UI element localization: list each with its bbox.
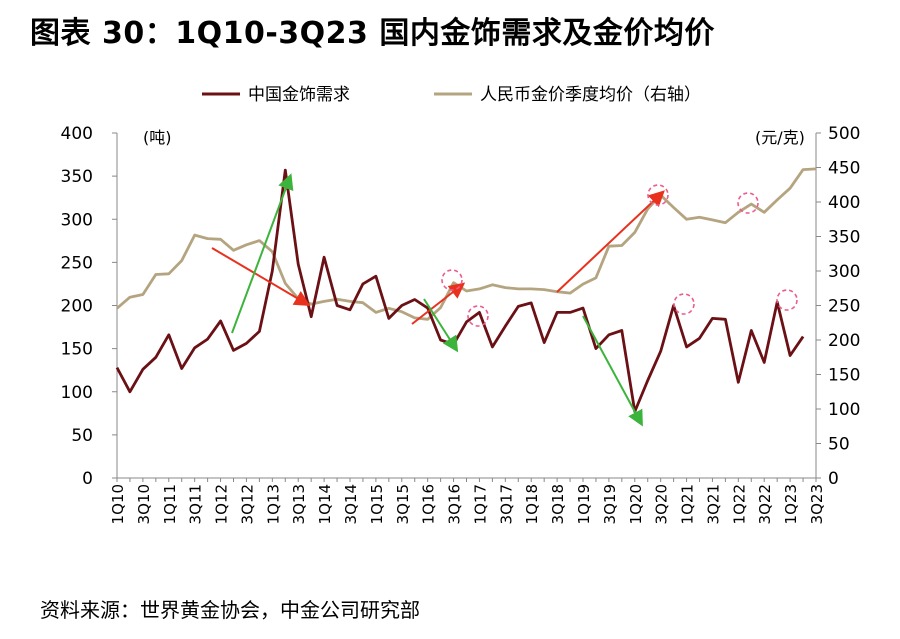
left-tick-label: 350 xyxy=(61,167,93,187)
right-tick-label: 500 xyxy=(828,124,860,144)
highlight-circle-4 xyxy=(673,293,695,315)
arrow-green-3 xyxy=(582,315,643,427)
x-tick-label: 1Q21 xyxy=(679,484,697,524)
series-line-demand xyxy=(115,168,805,414)
x-tick-label: 3Q12 xyxy=(238,484,256,524)
highlight-circle-5 xyxy=(737,192,759,214)
arrow-green-2 xyxy=(423,298,459,353)
arrow-red-2 xyxy=(411,282,466,325)
left-tick-label: 250 xyxy=(61,253,93,273)
x-tick-label: 3Q18 xyxy=(549,484,567,524)
page-title: 图表 30：1Q10-3Q23 国内金饰需求及金价均价 xyxy=(30,16,715,51)
arrow-green-1 xyxy=(231,173,294,334)
x-tick-label: 1Q15 xyxy=(368,484,386,524)
x-tick-label: 3Q20 xyxy=(653,484,671,524)
x-tick-label: 1Q22 xyxy=(730,484,748,524)
left-tick-label: 200 xyxy=(61,297,93,317)
x-tick-label: 1Q10 xyxy=(109,484,127,524)
left-tick-label: 150 xyxy=(61,340,93,360)
highlight-circle-2 xyxy=(467,305,489,327)
annotations xyxy=(211,173,798,427)
x-tick-label: 3Q21 xyxy=(704,484,722,524)
highlight-circle-3 xyxy=(647,184,669,206)
x-tick-label: 1Q14 xyxy=(316,484,334,524)
x-tick-label: 3Q10 xyxy=(135,484,153,524)
right-tick-label: 150 xyxy=(828,366,860,386)
x-tick-label: 3Q16 xyxy=(446,484,464,524)
x-tick-label: 3Q23 xyxy=(808,484,826,524)
x-tick-label: 3Q15 xyxy=(394,484,412,524)
legend: 中国金饰需求 人民币金价季度均价（右轴） xyxy=(202,85,701,105)
x-tick-label: 1Q16 xyxy=(420,484,438,524)
series-line-price xyxy=(116,167,817,321)
left-axis-unit: (吨) xyxy=(143,128,172,147)
highlight-circle-6 xyxy=(776,289,798,311)
x-tick-label: 1Q19 xyxy=(575,484,593,524)
x-tick-label: 3Q11 xyxy=(187,484,205,524)
x-tick-label: 1Q20 xyxy=(627,484,645,524)
source-note: 资料来源：世界黄金协会，中金公司研究部 xyxy=(40,598,420,622)
right-axis-unit: (元/克) xyxy=(755,128,805,147)
axes: 0 50 100 150 200 250 300 350 400 0 50 100 150 200 250 3… xyxy=(61,124,861,524)
right-tick-label: 450 xyxy=(828,159,860,179)
x-tick-label: 3Q17 xyxy=(497,484,515,524)
right-tick-label: 200 xyxy=(828,331,860,351)
left-tick-label: 100 xyxy=(61,383,93,403)
x-tick-label: 1Q12 xyxy=(213,484,231,524)
right-tick-label: 350 xyxy=(828,228,860,248)
left-tick-label: 400 xyxy=(61,124,93,144)
legend-label-demand: 中国金饰需求 xyxy=(248,85,350,105)
left-tick-label: 300 xyxy=(61,210,93,230)
right-tick-label: 300 xyxy=(828,262,860,282)
x-tick-label: 1Q11 xyxy=(161,484,179,524)
right-tick-label: 100 xyxy=(828,400,860,420)
right-tick-label: 50 xyxy=(828,435,850,455)
highlight-circle-1 xyxy=(441,269,463,291)
x-tick-label: 3Q22 xyxy=(756,484,774,524)
arrow-red-1 xyxy=(211,247,311,307)
x-tick-label: 3Q13 xyxy=(290,484,308,524)
x-tick-label: 3Q19 xyxy=(601,484,619,524)
legend-label-price: 人民币金价季度均价（右轴） xyxy=(480,85,701,105)
right-tick-label: 0 xyxy=(828,469,839,489)
x-tick-label: 3Q14 xyxy=(342,484,360,524)
x-tick-label: 1Q17 xyxy=(471,484,489,524)
left-tick-label: 0 xyxy=(82,469,93,489)
left-tick-label: 50 xyxy=(71,426,93,446)
series-lines xyxy=(115,167,817,414)
x-tick-label: 1Q18 xyxy=(523,484,541,524)
x-tick-label: 1Q13 xyxy=(264,484,282,524)
right-tick-label: 400 xyxy=(828,193,860,213)
right-tick-label: 250 xyxy=(828,297,860,317)
x-tick-label: 1Q23 xyxy=(782,484,800,524)
arrow-red-3 xyxy=(556,190,665,293)
